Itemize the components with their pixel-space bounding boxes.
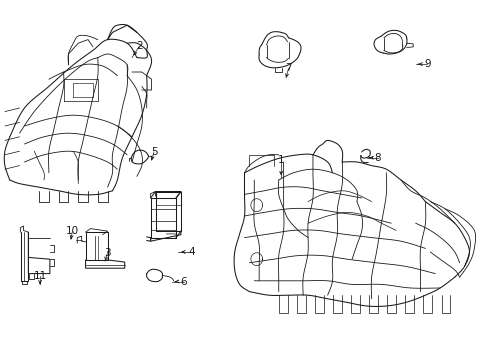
Text: 11: 11	[33, 271, 47, 282]
Text: 4: 4	[188, 247, 195, 257]
Text: 10: 10	[66, 226, 79, 236]
Text: 2: 2	[136, 41, 142, 51]
Text: 8: 8	[374, 153, 381, 163]
Text: 9: 9	[423, 59, 430, 69]
Text: 1: 1	[277, 155, 284, 165]
Text: 7: 7	[285, 63, 291, 73]
Text: 3: 3	[104, 248, 111, 258]
Text: 6: 6	[180, 276, 187, 287]
Text: 5: 5	[150, 147, 157, 157]
